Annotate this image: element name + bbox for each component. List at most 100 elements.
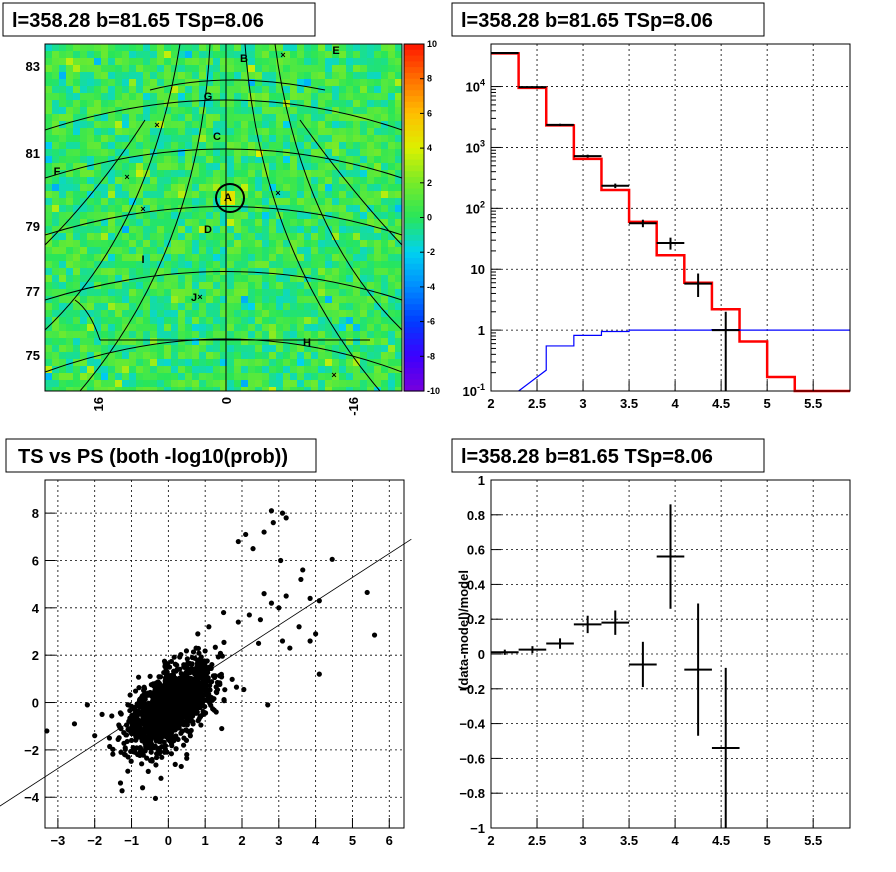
map-pixel [164, 366, 171, 373]
map-pixel [332, 135, 339, 142]
map-pixel [220, 163, 227, 170]
map-pixel [346, 135, 353, 142]
map-pixel [122, 142, 129, 149]
map-pixel [157, 107, 164, 114]
map-pixel [262, 198, 269, 205]
map-pixel [80, 366, 87, 373]
scatter-point [184, 752, 190, 758]
map-pixel [283, 303, 290, 310]
map-pixel [108, 359, 115, 366]
map-pixel [115, 240, 122, 247]
map-pixel [45, 240, 52, 247]
map-pixel [213, 100, 220, 107]
scatter-point [243, 531, 249, 538]
map-pixel [157, 142, 164, 149]
map-pixel [87, 338, 94, 345]
map-pixel [199, 275, 206, 282]
map-pixel [269, 107, 276, 114]
map-pixel [150, 247, 157, 254]
map-pixel [94, 345, 101, 352]
map-pixel [108, 366, 115, 373]
map-pixel [199, 359, 206, 366]
map-pixel [374, 51, 381, 58]
map-pixel [241, 303, 248, 310]
map-pixel [171, 359, 178, 366]
map-pixel [199, 282, 206, 289]
map-pixel [199, 226, 206, 233]
map-pixel [206, 100, 213, 107]
map-pixel [311, 303, 318, 310]
map-pixel [220, 142, 227, 149]
scatter-point [184, 755, 190, 761]
map-pixel [220, 156, 227, 163]
map-pixel [360, 310, 367, 317]
map-pixel [52, 65, 59, 72]
map-pixel [297, 268, 304, 275]
scatter-point [307, 595, 313, 601]
map-pixel [108, 233, 115, 240]
map-pixel [115, 261, 122, 268]
map-pixel [136, 72, 143, 79]
scatter-point [161, 749, 168, 755]
map-pixel [94, 198, 101, 205]
scatter-point [261, 529, 267, 535]
map-pixel [87, 58, 94, 65]
colorbar-cell [404, 49, 424, 57]
map-pixel [80, 247, 87, 254]
colorbar-cell [404, 96, 424, 103]
source-crosses: ××××××× [124, 50, 336, 380]
map-pixel [178, 352, 185, 359]
map-pixel [325, 72, 332, 79]
map-pixel [192, 65, 199, 72]
map-pixel [199, 296, 206, 303]
map-pixel [66, 247, 73, 254]
map-pixels [45, 44, 402, 391]
map-pixel [73, 93, 80, 100]
map-pixel [220, 149, 227, 156]
map-pixel [192, 303, 199, 310]
map-pixel [234, 359, 241, 366]
map-pixel [122, 275, 129, 282]
scatter-point [163, 708, 169, 714]
map-pixel [346, 219, 353, 226]
map-pixel [388, 51, 395, 58]
map-pixel [367, 44, 374, 51]
map-pixel [80, 331, 87, 338]
map-pixel [45, 177, 52, 184]
title-box [2, 2, 316, 37]
map-pixel [339, 226, 346, 233]
map-pixel [185, 289, 192, 296]
colorbar-cell [404, 373, 424, 381]
map-pixel [346, 170, 353, 177]
scatter-point [155, 686, 161, 692]
map-pixel [248, 240, 255, 247]
map-pixel [346, 233, 353, 240]
map-pixel [206, 240, 213, 247]
map-pixel [367, 240, 374, 247]
map-pixel [234, 163, 241, 170]
map-pixel [318, 331, 325, 338]
map-pixel [73, 366, 80, 373]
colorbar-tick-label: -6 [427, 317, 435, 327]
map-pixel [227, 324, 234, 331]
map-pixel [248, 233, 255, 240]
map-pixel [269, 352, 276, 359]
map-pixel [227, 310, 234, 317]
map-pixel [185, 233, 192, 240]
map-pixel [290, 212, 297, 219]
map-pixel [129, 282, 136, 289]
map-pixel [276, 156, 283, 163]
map-pixel [171, 219, 178, 226]
map-pixel [304, 184, 311, 191]
map-pixel [388, 198, 395, 205]
scatter-point [125, 768, 131, 774]
x-tick-label: -16 [346, 397, 361, 416]
map-pixel [395, 58, 402, 65]
map-pixel [255, 268, 262, 275]
map-pixel [192, 72, 199, 79]
map-pixel [290, 65, 297, 72]
map-pixel [381, 198, 388, 205]
map-pixel [80, 303, 87, 310]
map-pixel [388, 338, 395, 345]
map-pixel [227, 51, 234, 58]
